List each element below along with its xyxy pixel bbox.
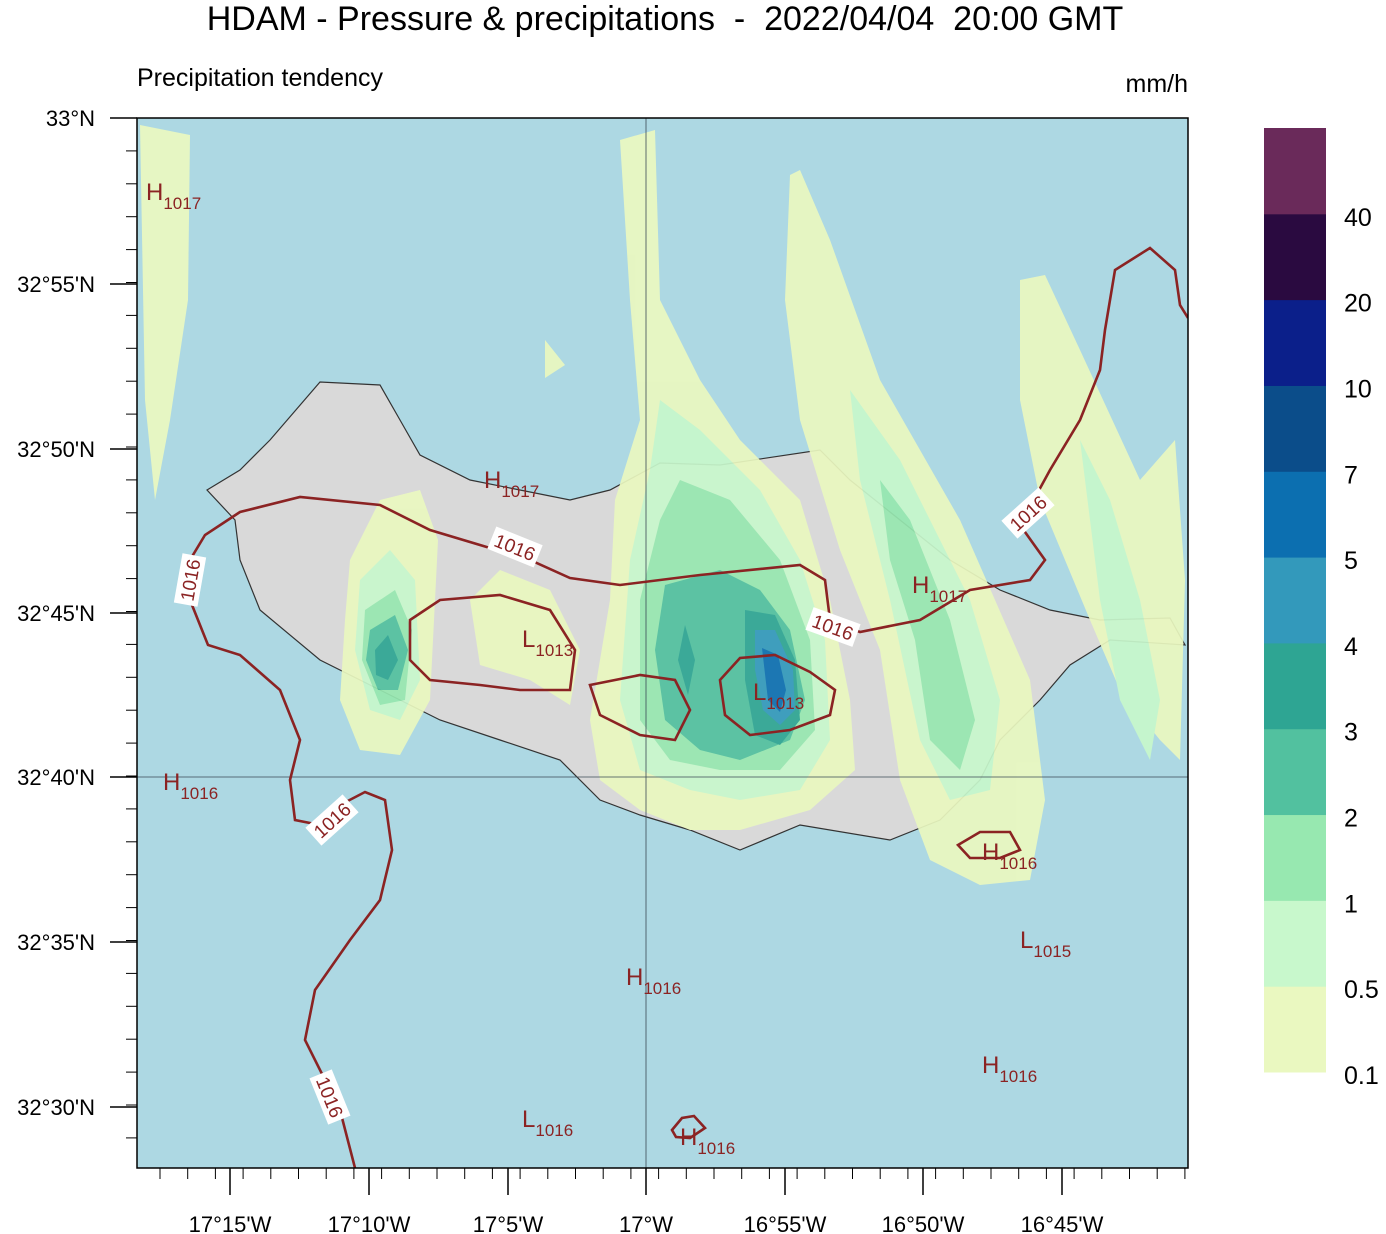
map: H1017H1017L1013L1013H1017H1016H1016L1015… (137, 118, 1188, 1168)
y-axis-label: 32°50'N (17, 437, 95, 462)
center-type: H (163, 769, 180, 796)
isobar-label-box (1001, 487, 1055, 539)
colorbar-swatch (1264, 728, 1326, 816)
colorbar-label: 20 (1344, 290, 1372, 318)
y-axis-label: 32°35'N (17, 930, 95, 955)
colorbar-swatch (1264, 557, 1326, 644)
center-type: L (1020, 927, 1033, 954)
center-value: 1015 (1033, 942, 1071, 961)
colorbar-label: 7 (1344, 461, 1358, 489)
center-type: H (982, 839, 999, 866)
colorbar-swatch (1264, 213, 1326, 301)
colorbar-label: 40 (1344, 204, 1372, 232)
center-type: H (982, 1052, 999, 1079)
colorbar-label: 0.1 (1344, 1062, 1379, 1090)
y-axis-label: 32°30'N (17, 1095, 95, 1120)
colorbar-swatch (1264, 986, 1326, 1073)
center-type: H (626, 964, 643, 991)
unit: mm/h (1126, 70, 1189, 98)
pressure-center: H1016 (163, 769, 218, 803)
colorbar-swatch (1264, 471, 1326, 558)
pressure-center: L1016 (522, 1106, 573, 1140)
pressure-center: H1017 (146, 179, 201, 213)
y-axis-label: 32°45'N (17, 601, 95, 626)
pressure-center: L1015 (1020, 927, 1071, 961)
pressure-center: L1013 (522, 626, 573, 660)
x-axis-label: 17°W (619, 1212, 673, 1234)
x-axis-label: 16°50'W (882, 1212, 965, 1234)
x-axis-label: 17°10'W (328, 1212, 411, 1234)
pressure-center: H1016 (680, 1124, 735, 1158)
y-axis-label: 33°N (46, 106, 95, 131)
center-type: H (146, 179, 163, 206)
colorbar-label: 4 (1344, 633, 1358, 661)
x-axis-label: 17°15'W (189, 1212, 272, 1234)
colorbar-label: 0.5 (1344, 976, 1379, 1004)
center-value: 1016 (180, 784, 218, 803)
center-value: 1013 (535, 641, 573, 660)
colorbar-label: 1 (1344, 890, 1358, 918)
colorbar-swatch (1264, 642, 1326, 730)
center-value: 1017 (929, 587, 967, 606)
center-type: L (753, 679, 766, 706)
pressure-center: H1016 (982, 1052, 1037, 1086)
center-type: H (680, 1124, 697, 1151)
center-value: 1016 (697, 1139, 735, 1158)
colorbar-swatch (1264, 814, 1326, 901)
pressure-center: H1017 (484, 467, 539, 501)
map-frame (136, 117, 1189, 1169)
isobar-label-box (309, 1069, 351, 1125)
center-type: L (522, 1106, 535, 1133)
colorbar-label: 10 (1344, 375, 1372, 403)
isobar-label-box (805, 607, 861, 647)
pressure-center: L1013 (753, 679, 804, 713)
colorbar-swatch (1264, 128, 1326, 215)
isobar-label-box (305, 794, 359, 846)
center-value: 1016 (999, 854, 1037, 873)
subtitle: Precipitation tendency (137, 64, 383, 92)
y-axis-label: 32°55'N (17, 272, 95, 297)
colorbar-swatch (1264, 299, 1326, 386)
center-value: 1017 (163, 194, 201, 213)
colorbar-swatch (1264, 900, 1326, 987)
center-value: 1013 (766, 694, 804, 713)
center-type: H (912, 572, 929, 599)
isobars (188, 246, 1188, 1168)
isobar-label-box (173, 553, 207, 607)
center-value: 1017 (501, 482, 539, 501)
y-axis-label: 32°40'N (17, 765, 95, 790)
precip-shading (140, 125, 1185, 885)
title: HDAM - Pressure & precipitations - 2022/… (207, 0, 1124, 38)
pressure-center: H1016 (626, 964, 681, 998)
colorbar-swatch (1264, 385, 1326, 472)
x-axis-label: 16°45'W (1021, 1212, 1104, 1234)
center-type: L (522, 626, 535, 653)
center-type: H (484, 467, 501, 494)
center-value: 1016 (643, 979, 681, 998)
colorbar-label: 5 (1344, 547, 1358, 575)
pressure-center: H1016 (982, 839, 1037, 873)
pressure-center: H1017 (912, 572, 967, 606)
colorbar-label: 3 (1344, 719, 1358, 747)
x-axis-label: 16°55'W (744, 1212, 827, 1234)
center-value: 1016 (535, 1121, 573, 1140)
colorbar-label: 2 (1344, 805, 1358, 833)
x-axis-label: 17°5'W (473, 1212, 544, 1234)
isobar-label-box (487, 526, 543, 568)
center-value: 1016 (999, 1067, 1037, 1086)
